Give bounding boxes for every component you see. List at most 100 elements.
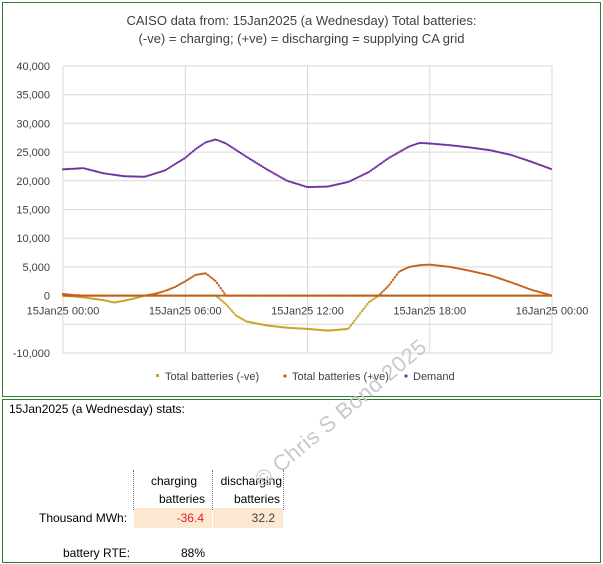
series-point [421,141,424,145]
series-point [437,264,441,267]
series-point [65,168,68,171]
series-point [258,322,261,325]
series-point [360,174,364,177]
series-point [247,156,250,159]
rte-value: 88% [181,546,206,560]
series-point [175,162,178,165]
series-point [311,185,314,189]
series-point [333,183,336,187]
series-point [170,165,173,168]
series-point [221,289,224,292]
series-point [452,266,455,269]
series-point [217,297,220,300]
series-point [107,300,110,303]
legend-marker [156,374,159,377]
series-point [78,167,81,170]
series-point [241,318,244,321]
series-point [258,163,261,166]
series-point [206,140,209,143]
series-point [437,143,441,146]
series-point [410,144,413,147]
series-point [159,170,162,174]
series-point [193,148,197,151]
col-charging-header-1: charging [150,474,197,488]
series-point [160,290,164,293]
series-point [544,165,547,168]
series-point [456,267,459,270]
series-point [448,144,452,147]
y-tick-label: 25,000 [16,147,50,159]
series-point [111,301,114,304]
series-point [503,279,507,282]
series-point [390,155,393,158]
series-point [281,177,285,180]
series-point [533,161,536,164]
series-point [472,146,475,150]
series-point [311,328,314,331]
col-discharging-header-2: batteries [233,492,280,506]
series-point [287,180,290,183]
series-point [181,158,184,161]
series-point [487,273,490,277]
series-point [138,175,142,178]
series-point [366,171,369,174]
series-point [375,165,378,168]
series-point [313,328,316,331]
series-point [107,172,110,176]
series-point [122,299,125,302]
series-point [303,185,307,188]
x-tick-label: 15Jan25 18:00 [393,306,466,318]
series-point [151,173,154,176]
series-point [450,144,453,147]
series-point [434,264,437,267]
series-point [203,142,206,145]
x-tick-label: 15Jan25 12:00 [271,306,344,318]
series-point [494,150,497,153]
series-point [457,145,461,148]
series-point [320,329,323,332]
series-point [276,174,279,177]
series-point [524,158,527,161]
series-point [331,184,334,187]
series-point [432,263,435,267]
series-point [428,263,431,266]
series-point [293,327,296,330]
series-point [168,288,171,291]
series-point [412,143,415,147]
series-point [212,139,215,142]
series-point [243,319,246,322]
series-point [148,174,151,177]
series-point [419,141,422,145]
series-point [135,175,138,178]
y-tick-label: 5,000 [22,262,50,274]
series-point [234,148,237,151]
series-point [135,296,138,299]
series-point [221,300,224,303]
series-point [419,264,422,267]
series-point [274,173,277,176]
series-point [465,269,468,272]
series-point [529,160,532,163]
series-point [417,142,420,145]
series-point [116,174,120,177]
series-point [454,144,457,147]
series-point [149,173,153,176]
series-point [479,147,483,151]
series-point [104,172,107,175]
series-point [142,175,145,178]
series-point [459,145,463,148]
series-point [85,167,88,171]
series-point [95,298,98,301]
series-point [269,324,272,327]
series-point [542,165,545,168]
series-point [380,161,384,164]
series-point [529,288,532,291]
series-point [270,171,274,174]
series-point [236,315,239,318]
series-point [344,181,347,184]
series-point [373,297,376,300]
series-point [360,310,363,313]
series-point [402,148,406,151]
series-point [362,307,365,310]
series-point [487,148,490,152]
